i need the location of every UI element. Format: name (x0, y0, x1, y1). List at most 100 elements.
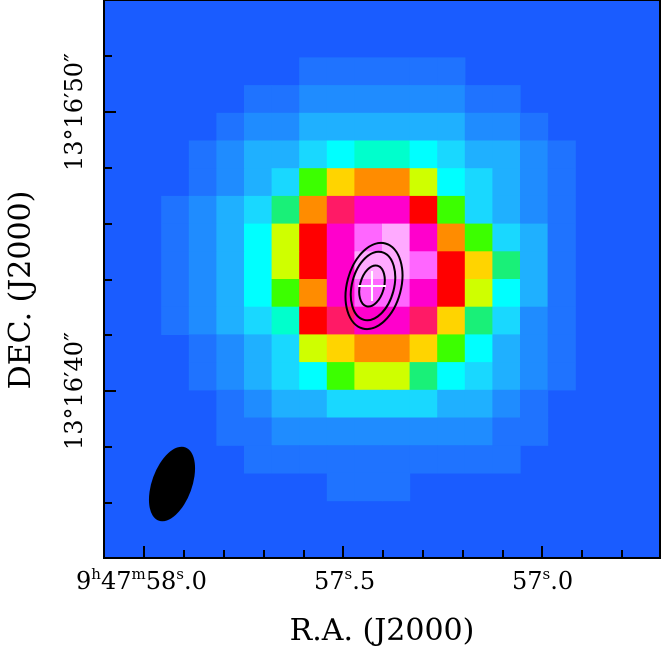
image-pixel (244, 85, 273, 114)
image-pixel (409, 389, 438, 419)
image-pixel (354, 168, 383, 197)
image-pixel (382, 306, 411, 335)
image-pixel (520, 306, 549, 335)
image-pixel (299, 334, 328, 363)
y-axis-title: DEC. (J2000) (3, 191, 38, 390)
image-pixel (492, 362, 521, 391)
image-pixel (437, 85, 466, 114)
image-pixel (547, 334, 576, 363)
image-pixel (437, 251, 466, 280)
image-pixel (354, 417, 383, 446)
image-pixel (299, 223, 328, 252)
image-pixel (492, 251, 521, 280)
image-pixel (326, 334, 355, 363)
image-pixel (244, 279, 273, 308)
image-pixel (492, 389, 521, 419)
image-pixel (547, 362, 576, 391)
image-pixel (216, 279, 245, 308)
image-pixel (464, 334, 493, 363)
image-pixel (437, 445, 466, 474)
image-pixel (244, 306, 273, 335)
image-pixel (492, 85, 521, 114)
image-pixel (464, 417, 493, 446)
image-pixel (188, 223, 217, 252)
image-pixel (437, 195, 466, 225)
image-pixel (520, 279, 549, 308)
image-pixel (437, 279, 466, 308)
image-pixel (299, 445, 328, 474)
image-pixel (244, 168, 273, 197)
image-pixel (216, 389, 245, 419)
image-pixel (299, 195, 328, 225)
image-pixel (437, 168, 466, 197)
image-pixel (492, 334, 521, 363)
x-tick-marks (143, 546, 623, 558)
image-pixel (244, 417, 273, 446)
image-pixel (326, 223, 355, 252)
image-pixel (547, 195, 576, 225)
contour-inner (358, 264, 386, 308)
image-pixel (382, 140, 411, 169)
image-pixel (299, 417, 328, 446)
image-pixel (326, 140, 355, 169)
x-axis-title: R.A. (J2000) (290, 613, 475, 648)
contour-outer (344, 241, 404, 331)
image-pixel (188, 195, 217, 225)
image-pixel (437, 362, 466, 391)
image-pixel (271, 195, 300, 225)
image-pixel (464, 112, 493, 142)
image-pixel (244, 195, 273, 225)
image-pixel (216, 251, 245, 280)
image-pixel (161, 306, 190, 335)
image-pixel (492, 445, 521, 474)
image-pixel (299, 306, 328, 335)
image-pixel (299, 279, 328, 308)
image-pixel (271, 140, 300, 169)
image-pixel (382, 85, 411, 114)
image-pixel (382, 223, 411, 252)
intensity-image (104, 0, 660, 558)
image-pixel (520, 362, 549, 391)
image-pixel (409, 279, 438, 308)
image-pixel (464, 251, 493, 280)
image-pixel (299, 168, 328, 197)
image-pixel (271, 334, 300, 363)
image-pixel (520, 417, 549, 446)
image-pixel (216, 168, 245, 197)
image-pixel (299, 57, 328, 86)
image-pixel (520, 168, 549, 197)
image-pixel (326, 112, 355, 142)
image-pixel (409, 223, 438, 252)
image-pixel (161, 195, 190, 225)
image-pixel (188, 168, 217, 197)
peak-cross-marker (358, 271, 386, 301)
image-pixel (382, 195, 411, 225)
image-pixel (244, 223, 273, 252)
image-pixel (437, 112, 466, 142)
image-pixel (354, 85, 383, 114)
image-pixel (244, 140, 273, 169)
image-pixel (216, 140, 245, 169)
image-pixel (409, 306, 438, 335)
image-pixel (382, 417, 411, 446)
image-pixel (271, 389, 300, 419)
image-pixel (492, 306, 521, 335)
image-pixel (299, 85, 328, 114)
image-pixel (492, 279, 521, 308)
image-pixel (520, 140, 549, 169)
image-pixel (216, 334, 245, 363)
image-pixel (354, 195, 383, 225)
image-pixel (354, 140, 383, 169)
image-pixel (464, 389, 493, 419)
image-pixel (547, 223, 576, 252)
image-pixel (188, 251, 217, 280)
image-pixel (326, 168, 355, 197)
image-pixel (409, 112, 438, 142)
image-pixel (244, 251, 273, 280)
image-pixel (520, 389, 549, 419)
image-pixel (326, 306, 355, 335)
image-pixel (382, 389, 411, 419)
image-pixel (216, 195, 245, 225)
image-pixel (464, 85, 493, 114)
image-pixel (382, 445, 411, 474)
